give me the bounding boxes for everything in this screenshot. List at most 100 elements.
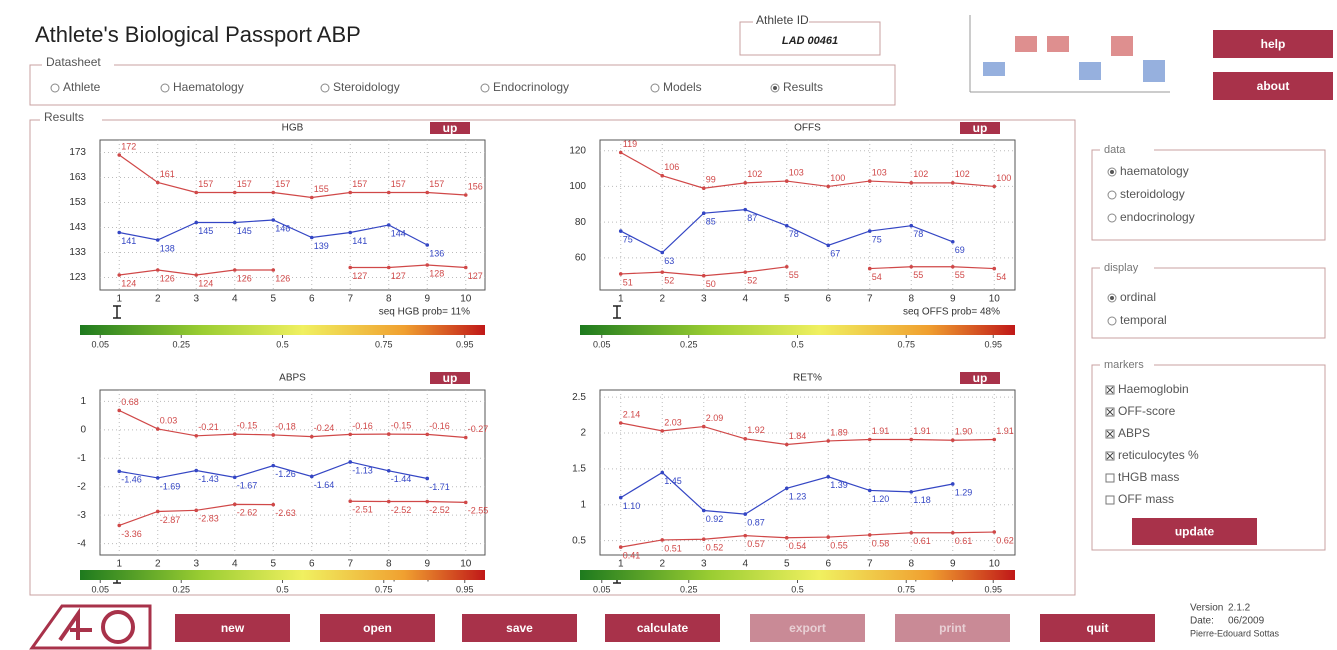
y-tick-label: 143 <box>69 222 86 233</box>
data-label: 139 <box>314 241 329 251</box>
update-button[interactable] <box>1132 518 1257 545</box>
x-tick-label: 5 <box>270 559 276 570</box>
chart-button-label: up <box>443 121 458 135</box>
x-tick-label: 3 <box>701 559 707 570</box>
x-tick-label: 7 <box>347 294 353 305</box>
data-label: -1.67 <box>237 481 258 491</box>
data-label: 0.87 <box>747 517 765 527</box>
toolbar-button[interactable] <box>605 614 720 642</box>
toolbar-button[interactable] <box>750 614 865 642</box>
x-tick-label: 5 <box>784 559 790 570</box>
toolbar-button[interactable] <box>175 614 290 642</box>
data-point <box>909 223 914 228</box>
data-point <box>155 180 160 185</box>
chart-title: OFFS <box>794 123 821 134</box>
data-point <box>425 243 430 247</box>
data-point <box>348 460 353 464</box>
data-label: -1.26 <box>275 469 296 479</box>
plot-area <box>599 139 1016 291</box>
colorbar-label: 0.25 <box>172 339 190 349</box>
app-title: Athlete's Biological Passport ABP <box>35 22 361 47</box>
prob-note: seq OFFS prob= 48% <box>903 307 1000 318</box>
colorbar-label: 0.05 <box>91 339 109 349</box>
data-label: 0.92 <box>706 514 724 524</box>
radio[interactable] <box>480 83 490 93</box>
y-tick-label: -2 <box>77 481 86 492</box>
toolbar-button[interactable] <box>895 614 1010 642</box>
series-line <box>620 151 995 189</box>
data-point <box>271 218 276 222</box>
checkbox[interactable] <box>1105 495 1115 505</box>
checkbox-label: tHGB mass <box>1118 470 1179 484</box>
x-tick-label: 4 <box>742 294 748 305</box>
data-label: -2.63 <box>275 508 296 518</box>
data-point <box>826 535 831 539</box>
data-label: -2.51 <box>352 505 373 515</box>
colorbar <box>580 325 1015 335</box>
radio[interactable] <box>1107 316 1117 326</box>
athlete-id[interactable]: LAD 00461 <box>782 35 838 47</box>
colorbar-label: 0.75 <box>375 339 393 349</box>
radio[interactable] <box>50 83 60 93</box>
data-point <box>950 181 955 185</box>
toolbar-button[interactable] <box>1040 614 1155 642</box>
chart-button[interactable] <box>430 122 470 134</box>
x-tick-label: 1 <box>618 294 624 305</box>
data-point <box>232 432 237 436</box>
data-label: 0.55 <box>830 540 848 550</box>
data-point <box>348 230 353 235</box>
data-point <box>117 273 122 277</box>
y-tick-label: 2 <box>580 428 586 439</box>
data-point <box>425 499 430 504</box>
panel-box <box>1091 364 1326 551</box>
chart-button[interactable] <box>960 122 1000 134</box>
side-button[interactable] <box>1213 72 1333 100</box>
update-button-label: update <box>1175 525 1215 539</box>
colorbar-label: 0.95 <box>456 584 474 594</box>
data-label: 1.29 <box>955 487 973 497</box>
x-tick-label: 10 <box>460 559 472 570</box>
colorbar <box>580 570 1015 580</box>
data-point <box>784 223 789 228</box>
data-point <box>701 424 706 429</box>
plot-area <box>99 389 486 556</box>
data-point <box>826 243 831 248</box>
colorbar <box>80 570 485 580</box>
x-tick-label: 7 <box>347 559 353 570</box>
data-label: 0.58 <box>872 538 890 548</box>
chart-button[interactable] <box>430 372 470 384</box>
data-label: 1.10 <box>623 501 641 511</box>
athlete-id-box <box>739 21 881 56</box>
radio[interactable] <box>650 83 660 93</box>
chart-button[interactable] <box>960 372 1000 384</box>
data-label: 1.89 <box>830 427 848 437</box>
radio[interactable] <box>1107 213 1117 223</box>
radio[interactable] <box>1107 190 1117 200</box>
data-point <box>117 523 122 528</box>
data-label: 106 <box>664 162 679 172</box>
data-label: 1.84 <box>789 431 807 441</box>
data-point <box>909 530 914 535</box>
x-tick-label: 8 <box>908 559 914 570</box>
data-point <box>194 273 199 277</box>
x-tick-label: 2 <box>659 559 665 570</box>
data-point <box>660 538 665 542</box>
checkbox[interactable] <box>1105 473 1115 483</box>
side-button[interactable] <box>1213 30 1333 58</box>
data-label: 99 <box>706 175 716 185</box>
radio[interactable] <box>160 83 170 93</box>
data-point <box>232 502 237 507</box>
data-label: 1.20 <box>872 494 890 504</box>
data-point <box>701 186 706 191</box>
radio[interactable] <box>320 83 330 93</box>
y-tick-label: 0.5 <box>572 535 586 546</box>
data-point <box>867 488 872 493</box>
data-point <box>784 442 789 447</box>
data-label: 157 <box>391 179 406 189</box>
y-tick-label: 133 <box>69 247 86 258</box>
data-point <box>232 268 237 272</box>
toolbar-button[interactable] <box>320 614 435 642</box>
label-bg <box>1100 262 1154 274</box>
toolbar-button[interactable] <box>462 614 577 642</box>
footer-value: 2.1.2 <box>1228 603 1251 614</box>
